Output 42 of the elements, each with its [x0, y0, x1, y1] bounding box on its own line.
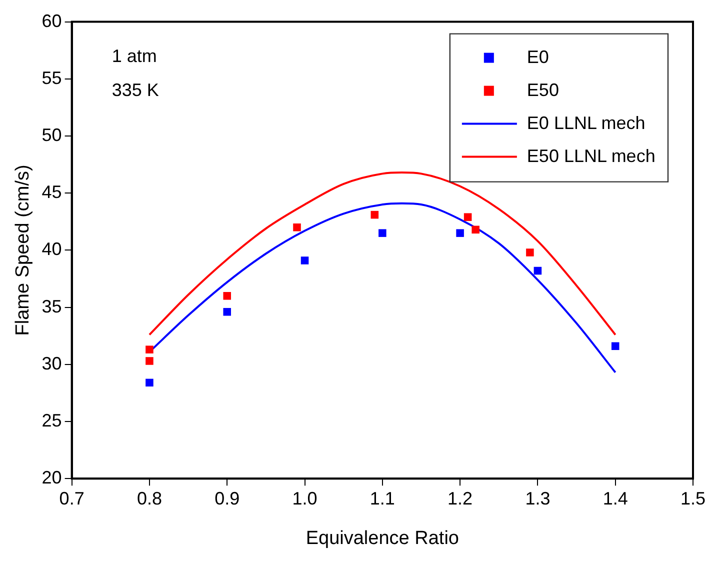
point: [223, 292, 232, 300]
point: [300, 256, 309, 264]
point: [456, 229, 464, 237]
x-tick-label: 0.8: [136, 488, 162, 508]
point: [526, 248, 534, 256]
y-tick-label: 20: [42, 468, 62, 488]
x-tick-label: 1.0: [292, 488, 318, 508]
annotation: 1 atm: [112, 46, 157, 66]
y-tick-label: 50: [42, 124, 62, 145]
y-axis-title: Flame Speed (cm/s): [12, 164, 34, 336]
x-tick-label: 1.1: [370, 488, 395, 508]
annotation: 335 K: [112, 80, 159, 100]
y-tick-label: 30: [42, 353, 62, 374]
point: [293, 223, 301, 232]
legend-label: E50: [526, 80, 559, 100]
point: [146, 346, 154, 354]
x-axis-title: Equivalence Ratio: [306, 528, 459, 549]
legend-label: E50 LLNL mech: [526, 146, 656, 166]
x-tick-label: 0.7: [59, 488, 84, 508]
y-tick-label: 40: [42, 239, 62, 260]
x-tick-label: 1.5: [680, 488, 706, 508]
x-tick-label: 1.2: [448, 488, 473, 508]
point: [534, 266, 542, 275]
x-tick-label: 1.3: [525, 488, 550, 508]
legend-label: E0: [526, 46, 549, 67]
y-tick-label: 55: [42, 68, 62, 88]
legend-label: E0 LLNL mech: [526, 112, 646, 133]
y-tick-label: 45: [42, 182, 62, 202]
point: [223, 308, 232, 316]
y-tick-label: 25: [42, 410, 62, 430]
y-tick-label: 60: [42, 10, 62, 31]
y-tick-label: 35: [42, 296, 62, 316]
point: [464, 213, 472, 221]
x-tick-label: 1.4: [602, 488, 628, 508]
point: [611, 342, 620, 350]
point: [146, 357, 154, 365]
point: [146, 378, 154, 387]
point: [472, 226, 480, 234]
point: [378, 229, 386, 237]
x-tick-label: 0.9: [214, 488, 240, 508]
point: [370, 210, 379, 219]
line-series: [148, 172, 616, 336]
